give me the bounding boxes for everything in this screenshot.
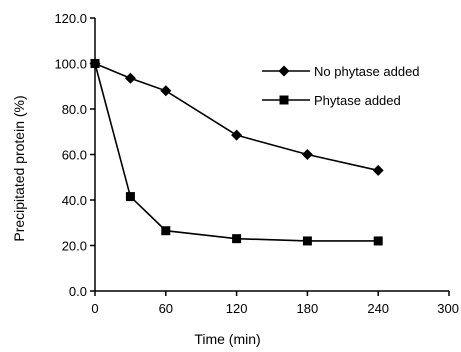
data-point-square <box>373 236 383 246</box>
data-point-square <box>90 59 100 68</box>
series-line <box>94 63 379 242</box>
legend-square-marker <box>279 95 289 105</box>
y-tick-label: 80.0 <box>62 102 87 117</box>
legend-item-no-phytase: No phytase added <box>262 64 420 79</box>
y-tick-label: 0.0 <box>69 284 87 299</box>
data-point-diamond <box>231 129 243 141</box>
y-tick-label: 60.0 <box>62 148 87 163</box>
x-ticks: 0 60 120 180 240 300 <box>91 291 459 316</box>
data-point-square <box>232 234 242 244</box>
y-ticks: 0.0 20.0 40.0 60.0 80.0 100.0 120.0 <box>54 11 95 299</box>
y-tick-label: 100.0 <box>54 57 87 72</box>
data-point-diamond <box>301 149 313 160</box>
x-tick-label: 180 <box>297 301 319 316</box>
legend-label-no-phytase: No phytase added <box>314 64 420 79</box>
legend: No phytase added Phytase added <box>262 64 420 108</box>
legend-label-phytase: Phytase added <box>314 93 401 108</box>
data-point-square <box>161 226 171 236</box>
series-layer <box>89 58 384 246</box>
data-point-diamond <box>372 164 384 176</box>
legend-diamond-marker <box>278 65 290 77</box>
axes: 0.0 20.0 40.0 60.0 80.0 100.0 120.0 0 60 120 180 2… <box>54 11 459 316</box>
data-point-square <box>125 192 135 202</box>
x-tick-label: 0 <box>91 301 98 316</box>
series-line <box>94 62 379 172</box>
x-tick-label: 60 <box>159 301 173 316</box>
x-tick-label: 120 <box>226 301 248 316</box>
y-tick-label: 120.0 <box>54 11 87 26</box>
legend-item-phytase: Phytase added <box>262 93 401 108</box>
data-point-square <box>302 236 312 246</box>
y-axis-title: Precipitated protein (%) <box>11 95 27 241</box>
y-tick-label: 20.0 <box>62 239 87 254</box>
x-tick-label: 300 <box>437 301 459 316</box>
data-point-diamond <box>124 72 136 84</box>
x-axis-title: Time (min) <box>194 331 260 347</box>
y-tick-label: 40.0 <box>62 193 87 208</box>
series-phytase <box>90 59 383 246</box>
data-point-diamond <box>160 85 172 97</box>
x-tick-label: 240 <box>367 301 389 316</box>
